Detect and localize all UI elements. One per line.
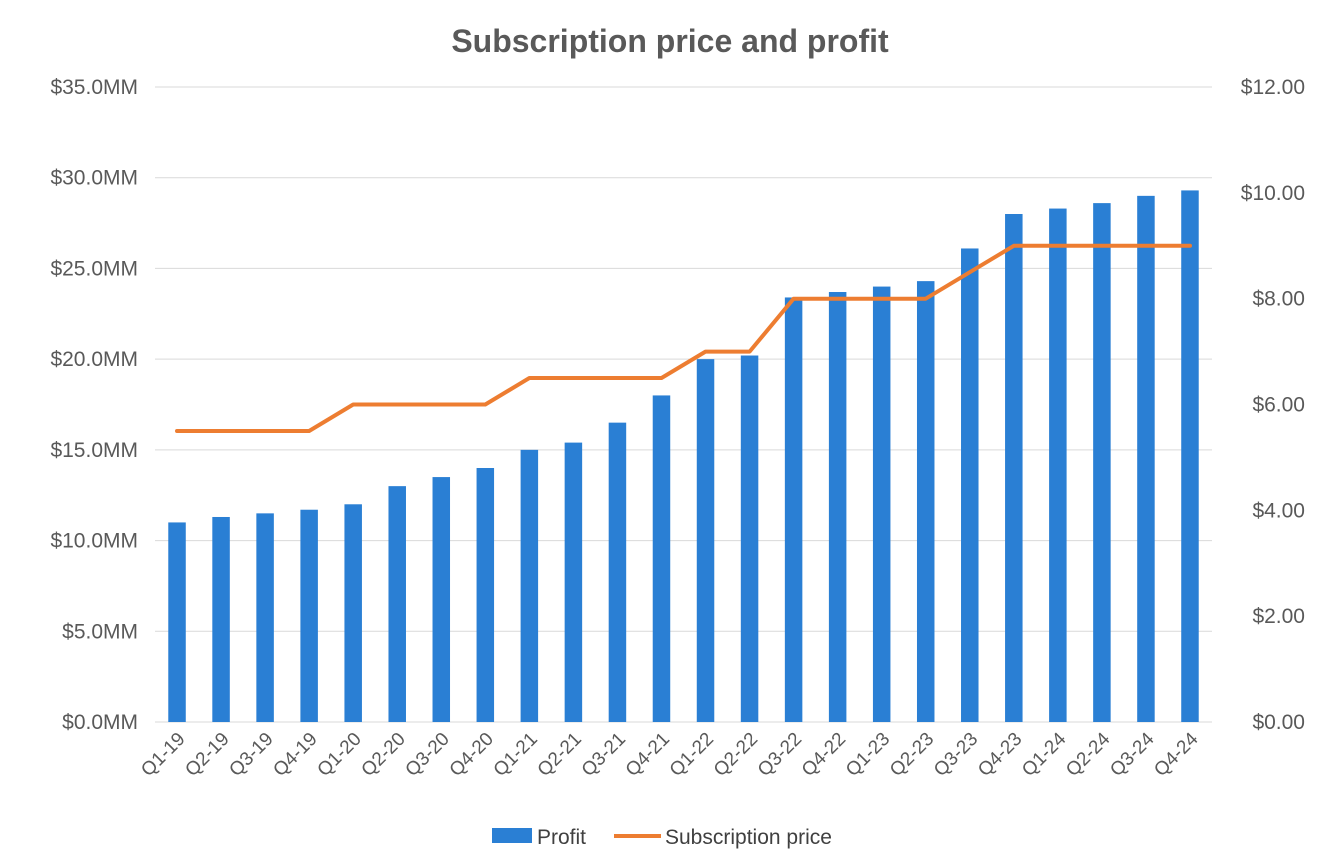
- x-axis-tick-label: Q2-19: [181, 729, 233, 781]
- left-axis-tick-label: $20.0MM: [50, 348, 138, 371]
- chart-title: Subscription price and profit: [451, 23, 889, 59]
- right-axis-tick-label: $2.00: [1252, 605, 1305, 628]
- profit-bar: [1093, 203, 1111, 723]
- x-axis-tick-label: Q2-22: [710, 729, 762, 781]
- x-axis-tick-label: Q3-24: [1106, 728, 1158, 780]
- profit-bar: [1137, 195, 1155, 722]
- right-axis-tick-label: $0.00: [1252, 711, 1305, 734]
- right-axis-tick-labels: $0.00 $2.00 $4.00 $6.00 $8.00 $10.00 $12.00: [1241, 76, 1305, 734]
- left-axis-tick-labels: $0.0MM $5.0MM $10.0MM $15.0MM $20.0MM $25.0MM…: [50, 76, 138, 734]
- profit-bar: [564, 442, 583, 722]
- left-axis-tick-label: $35.0MM: [50, 76, 138, 99]
- profit-bar: [432, 477, 451, 722]
- left-axis-tick-label: $0.0MM: [62, 711, 138, 734]
- profit-bar: [212, 516, 230, 722]
- profit-bars: [168, 190, 1199, 723]
- x-axis-tick-label: Q2-24: [1062, 728, 1114, 780]
- x-axis-tick-label: Q1-23: [842, 729, 894, 781]
- x-axis-tick-label: Q4-22: [798, 729, 850, 781]
- x-axis-tick-label: Q4-20: [446, 729, 498, 781]
- profit-bar: [520, 449, 539, 722]
- profit-bar: [388, 486, 406, 722]
- profit-bar: [740, 355, 759, 722]
- x-axis-tick-label: Q1-20: [314, 729, 366, 781]
- x-axis-tick-label: Q1-19: [137, 729, 189, 781]
- profit-bar: [696, 359, 715, 722]
- profit-bar: [476, 468, 495, 722]
- legend-subscription-price-label: Subscription price: [665, 826, 832, 849]
- x-axis-tick-label: Q1-22: [666, 729, 718, 781]
- x-axis-tick-label: Q2-20: [358, 729, 410, 781]
- subscription-price-line-layer: [175, 243, 1192, 433]
- profit-bar: [828, 292, 847, 722]
- x-axis-tick-label: Q4-19: [269, 729, 321, 781]
- right-axis-tick-label: $6.00: [1252, 394, 1305, 417]
- profit-bar: [1005, 214, 1023, 722]
- x-axis-tick-label: Q4-23: [974, 729, 1026, 781]
- profit-bar: [652, 395, 671, 722]
- profit-bar: [300, 509, 318, 722]
- left-axis-tick-label: $5.0MM: [62, 620, 138, 643]
- profit-bar: [916, 281, 935, 722]
- profit-bar: [1181, 190, 1199, 722]
- right-axis-tick-label: $8.00: [1252, 288, 1305, 311]
- x-axis-tick-label: Q3-19: [225, 729, 277, 781]
- subscription-price-line: [175, 243, 1192, 433]
- right-axis-tick-label: $10.00: [1241, 182, 1305, 205]
- x-axis-tick-labels: Q1-19Q2-19Q3-19Q4-19Q1-20Q2-20Q3-20Q4-20…: [137, 728, 1202, 780]
- x-axis-tick-label: Q3-20: [402, 729, 454, 781]
- profit-bar: [168, 522, 186, 722]
- profit-bar: [608, 422, 627, 722]
- x-axis-tick-label: Q3-21: [578, 729, 630, 781]
- profit-bar: [1049, 208, 1067, 723]
- x-axis-tick-label: Q4-24: [1150, 728, 1202, 780]
- x-axis-tick-label: Q3-23: [930, 729, 982, 781]
- x-axis-tick-label: Q3-22: [754, 729, 806, 781]
- right-axis-tick-label: $4.00: [1252, 499, 1305, 522]
- x-axis-tick-label: Q4-21: [622, 729, 674, 781]
- left-axis-tick-label: $15.0MM: [50, 439, 138, 462]
- x-axis-tick-label: Q2-23: [886, 729, 938, 781]
- right-axis-tick-label: $12.00: [1241, 76, 1305, 99]
- profit-bar: [872, 286, 891, 722]
- profit-bar: [344, 504, 362, 722]
- profit-bar: [784, 297, 803, 722]
- x-axis-tick-label: Q2-21: [534, 729, 586, 781]
- legend-profit-label: Profit: [537, 826, 586, 849]
- left-axis-tick-label: $10.0MM: [50, 530, 138, 553]
- x-axis-tick-label: Q1-21: [490, 729, 542, 781]
- profit-bar: [256, 513, 274, 722]
- gridlines: [155, 86, 1212, 723]
- left-axis-tick-label: $25.0MM: [50, 257, 138, 280]
- profit-bar: [961, 248, 979, 722]
- left-axis-tick-label: $30.0MM: [50, 167, 138, 190]
- legend: Profit Subscription price: [492, 826, 832, 849]
- x-axis-tick-label: Q1-24: [1018, 728, 1070, 780]
- legend-profit-swatch: [492, 828, 532, 843]
